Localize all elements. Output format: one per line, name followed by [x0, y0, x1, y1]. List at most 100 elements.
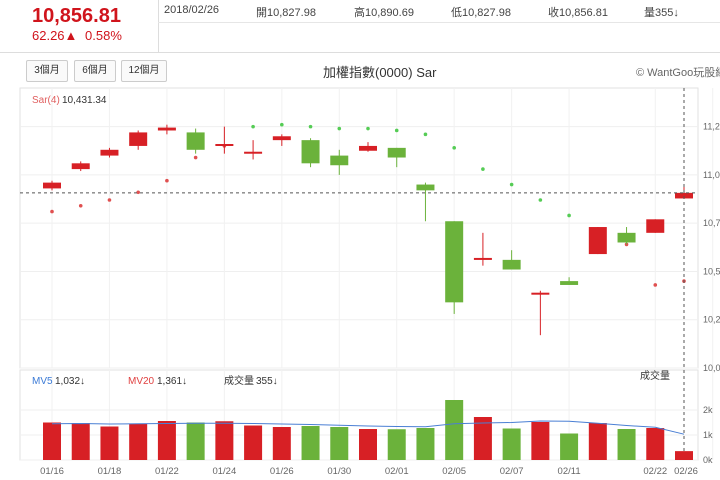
candle-body [301, 140, 320, 164]
sar-point [251, 124, 255, 129]
price-tick-label: 10,5 [703, 266, 720, 276]
candle-body [43, 182, 61, 189]
sar-point [481, 167, 485, 171]
sar-point [653, 283, 658, 287]
quote-row: 2018/02/26 開10,827.98 高10,890.69 低10,827… [158, 0, 720, 23]
candle-body [502, 259, 521, 270]
candle-body [473, 257, 492, 260]
candle-body [646, 219, 665, 233]
sar-legend-label: Sar(4) [32, 95, 60, 106]
date-tick-label: 02/01 [385, 466, 409, 477]
volume-tick-label: 1k [703, 430, 713, 440]
date-tick-label: 01/24 [212, 466, 236, 477]
date-tick-label: 02/05 [442, 466, 466, 477]
volume-bar [244, 425, 263, 460]
quote-header: 10,856.81 62.26▲ 0.58% 2018/02/26 開10,82… [0, 0, 720, 53]
range-6-months-button[interactable]: 6個月 [74, 60, 116, 82]
candle-body [531, 292, 550, 295]
candle-body [588, 227, 607, 255]
date-tick-label: 02/26 [674, 466, 698, 477]
volume-bar [186, 422, 205, 460]
sar-point [308, 124, 313, 129]
candle-body [330, 155, 349, 166]
price-tick-label: 11,2 [703, 122, 720, 132]
close-price: 收10,856.81 [548, 7, 608, 19]
low-price: 低10,827.98 [451, 7, 511, 19]
mv20-value: 1,361↓ [157, 376, 187, 387]
volume-bars [43, 400, 693, 460]
sar-point [165, 178, 169, 183]
price-tick-label: 10,7 [703, 218, 720, 228]
price-tick-label: 10,2 [703, 315, 720, 325]
sar-point [78, 203, 83, 208]
volume-bar [71, 423, 90, 460]
volume-bar [215, 421, 234, 460]
candle-body [157, 127, 176, 131]
date-tick-label: 01/26 [270, 466, 294, 477]
range-12-months-button[interactable]: 12個月 [121, 60, 167, 82]
last-price: 10,856.81 [32, 5, 121, 27]
volume-bar [387, 429, 406, 460]
date-tick-label: 01/30 [327, 466, 351, 477]
candle-body [416, 184, 435, 191]
candle-body [675, 192, 693, 199]
mv5-line [51, 420, 685, 435]
mv20-label: MV20 [128, 376, 155, 387]
volume-bar [675, 451, 693, 460]
sar-point [509, 182, 514, 187]
sar-point [394, 128, 399, 133]
price-change: 62.26▲ 0.58% [32, 28, 126, 43]
sar-point [366, 126, 370, 131]
mv5-label: MV5 [32, 376, 53, 387]
sar-point [423, 132, 428, 137]
volume-tick-label: 0k [703, 455, 713, 465]
candle-body [272, 136, 291, 141]
volume-bar [359, 429, 377, 460]
range-3-months-button[interactable]: 3個月 [26, 60, 68, 82]
date-tick-label: 02/07 [500, 466, 524, 477]
volume-bar [531, 422, 550, 460]
volume-bar [43, 422, 61, 460]
date-tick-label: 01/18 [98, 466, 122, 477]
volume-corner-label: 成交量 [640, 369, 670, 382]
volume-bar [617, 429, 636, 460]
volume-bar [272, 427, 291, 460]
volume-bar [416, 428, 435, 460]
high-price: 高10,890.69 [354, 7, 414, 19]
volume-bar [473, 417, 492, 460]
volume-bar [330, 427, 349, 460]
price-tick-label: 10,0 [703, 363, 720, 373]
change-percent: 0.58% [85, 28, 122, 43]
quote-date: 2018/02/26 [164, 4, 220, 16]
sar-point [50, 209, 54, 214]
volume-bar [445, 400, 464, 460]
candle-body [215, 144, 234, 146]
volume-total-label: 成交量 [224, 374, 254, 387]
sar-point [107, 198, 112, 202]
grid-lines [19, 87, 714, 461]
volume-bar [100, 426, 119, 460]
volume-bar [588, 423, 607, 460]
sar-dots [50, 122, 686, 287]
volume-bar [646, 428, 665, 460]
date-tick-label: 01/16 [40, 466, 64, 477]
price-tick-label: 11,0 [703, 170, 720, 180]
candles [20, 88, 698, 460]
sar-legend-value: 10,431.34 [62, 95, 107, 106]
date-tick-label: 02/22 [643, 466, 667, 477]
date-tick-label: 02/11 [558, 466, 581, 477]
candle-body [71, 163, 90, 170]
chart-title: 加權指數(0000) Sar [323, 65, 437, 80]
volume-value: 量355↓ [644, 7, 679, 19]
axes: 11,2 11,0 10,7 10,5 10,2 10,0 2k 1k 0k 01/16 01/18… [40, 122, 720, 477]
price-block: 10,856.81 62.26▲ 0.58% [0, 0, 159, 52]
sar-point [452, 146, 456, 150]
chart-toolbar: 3個月 6個月 12個月 [0, 56, 720, 86]
candle-body [100, 149, 119, 156]
volume-total-value: 355↓ [256, 376, 278, 387]
sar-point [567, 213, 571, 218]
mv5-value: 1,032↓ [55, 376, 85, 387]
candle-body [445, 221, 464, 303]
sar-point [193, 155, 198, 160]
